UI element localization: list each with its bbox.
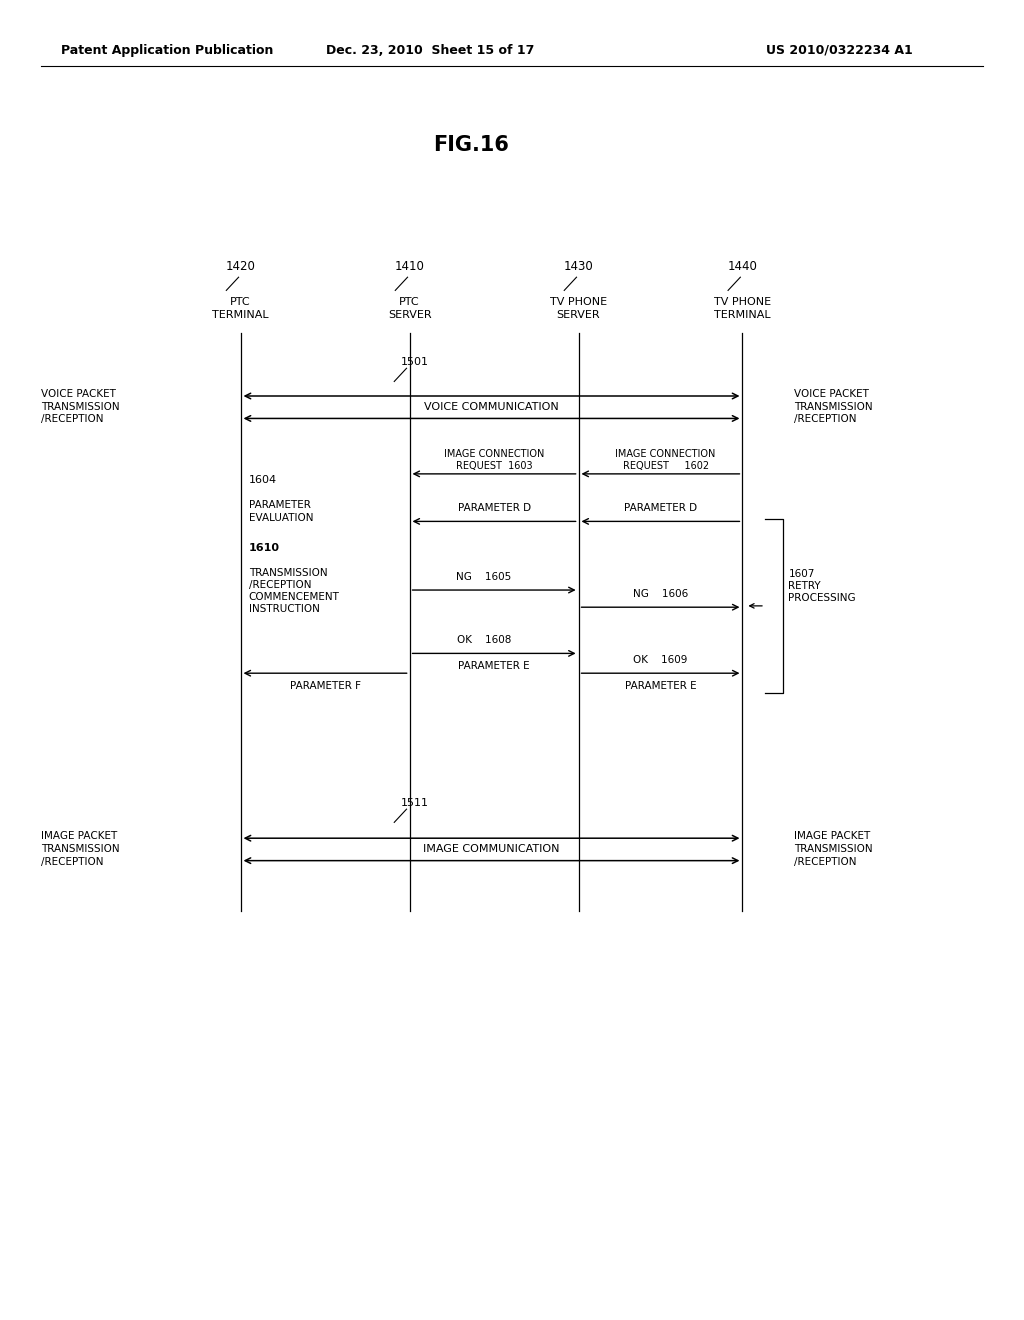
Text: PARAMETER E: PARAMETER E — [459, 661, 529, 672]
Text: IMAGE COMMUNICATION: IMAGE COMMUNICATION — [423, 845, 560, 854]
Text: VOICE COMMUNICATION: VOICE COMMUNICATION — [424, 403, 559, 412]
Text: TV PHONE
TERMINAL: TV PHONE TERMINAL — [714, 297, 771, 319]
Text: 1440: 1440 — [727, 260, 758, 273]
Text: US 2010/0322234 A1: US 2010/0322234 A1 — [766, 44, 913, 57]
Text: IMAGE PACKET
TRANSMISSION
/RECEPTION: IMAGE PACKET TRANSMISSION /RECEPTION — [41, 832, 120, 866]
Text: PARAMETER E: PARAMETER E — [625, 681, 696, 692]
Text: OK    1609: OK 1609 — [633, 655, 688, 665]
Text: FIG.16: FIG.16 — [433, 135, 509, 156]
Text: IMAGE CONNECTION
REQUEST     1602: IMAGE CONNECTION REQUEST 1602 — [615, 449, 716, 471]
Text: NG    1606: NG 1606 — [633, 589, 688, 599]
Text: 1420: 1420 — [225, 260, 256, 273]
Text: OK    1608: OK 1608 — [457, 635, 511, 645]
Text: 1430: 1430 — [563, 260, 594, 273]
Text: PTC
TERMINAL: PTC TERMINAL — [212, 297, 269, 319]
Text: 1607
RETRY
PROCESSING: 1607 RETRY PROCESSING — [788, 569, 856, 603]
Text: Patent Application Publication: Patent Application Publication — [61, 44, 273, 57]
Text: TV PHONE
SERVER: TV PHONE SERVER — [550, 297, 607, 319]
Text: 1410: 1410 — [394, 260, 425, 273]
Text: PARAMETER F: PARAMETER F — [290, 681, 360, 692]
Text: VOICE PACKET
TRANSMISSION
/RECEPTION: VOICE PACKET TRANSMISSION /RECEPTION — [794, 389, 872, 424]
Text: 1501: 1501 — [400, 356, 429, 367]
Text: IMAGE PACKET
TRANSMISSION
/RECEPTION: IMAGE PACKET TRANSMISSION /RECEPTION — [794, 832, 872, 866]
Text: 1604: 1604 — [249, 475, 276, 486]
Text: 1610: 1610 — [249, 543, 280, 553]
Text: IMAGE CONNECTION
REQUEST  1603: IMAGE CONNECTION REQUEST 1603 — [443, 449, 545, 471]
Text: NG    1605: NG 1605 — [457, 572, 511, 582]
Text: 1511: 1511 — [400, 797, 429, 808]
Text: PARAMETER D: PARAMETER D — [458, 503, 530, 513]
Text: PARAMETER D: PARAMETER D — [624, 503, 697, 513]
Text: VOICE PACKET
TRANSMISSION
/RECEPTION: VOICE PACKET TRANSMISSION /RECEPTION — [41, 389, 120, 424]
Text: TRANSMISSION
/RECEPTION
COMMENCEMENT
INSTRUCTION: TRANSMISSION /RECEPTION COMMENCEMENT INS… — [249, 568, 340, 614]
Text: Dec. 23, 2010  Sheet 15 of 17: Dec. 23, 2010 Sheet 15 of 17 — [326, 44, 535, 57]
Text: PARAMETER
EVALUATION: PARAMETER EVALUATION — [249, 500, 313, 523]
Text: PTC
SERVER: PTC SERVER — [388, 297, 431, 319]
